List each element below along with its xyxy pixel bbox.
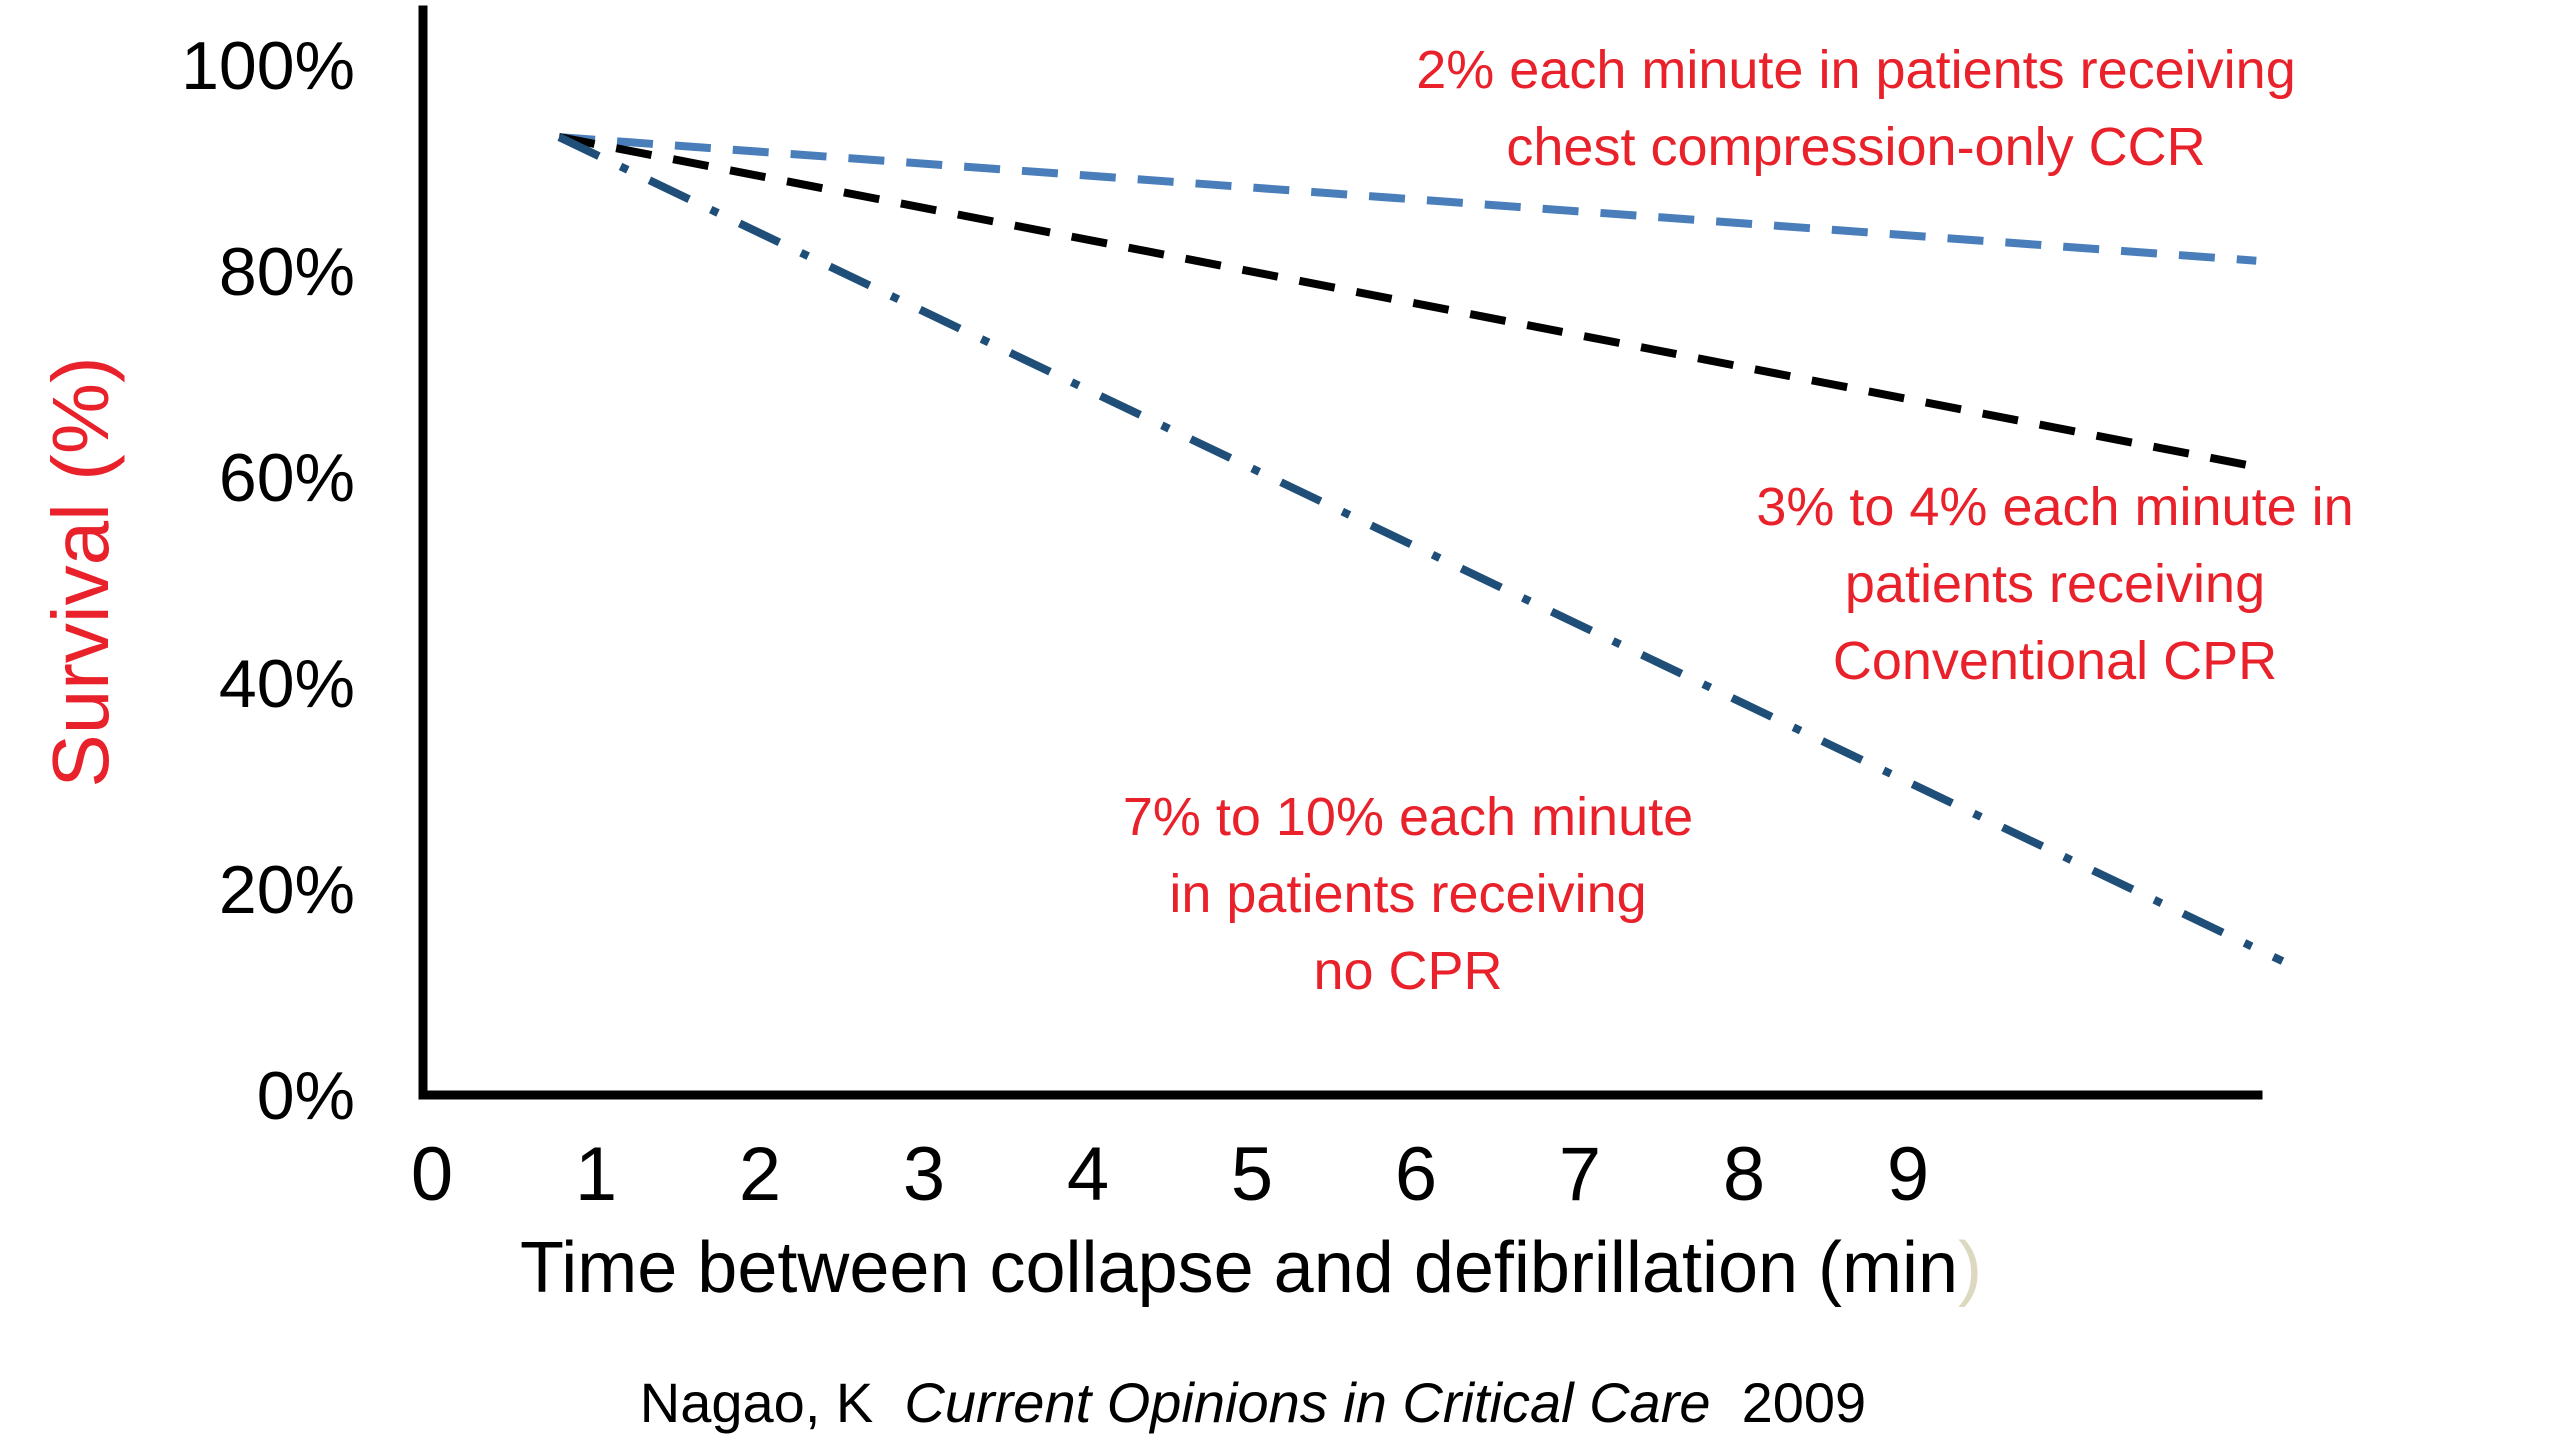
y-tick-label: 0%	[257, 1058, 355, 1134]
x-tick-labels: 0 1 2 3 4 5 6 7 8 9	[411, 1132, 1929, 1217]
annotation-line: 3% to 4% each minute in	[1756, 477, 2353, 537]
source-journal: Current Opinions in Critical Care	[904, 1371, 1710, 1434]
y-tick-labels: 0% 20% 40% 60% 80% 100%	[181, 28, 355, 1134]
x-tick-label: 7	[1559, 1132, 1601, 1217]
annotation: 3% to 4% each minute in patients receivin…	[1756, 477, 2353, 691]
x-tick-label: 0	[411, 1132, 453, 1217]
annotation: 7% to 10% each minute in patients receivi…	[1123, 787, 1693, 1001]
y-axis-label: Survival (%)	[36, 356, 125, 787]
x-axis-label: Time between collapse and defibrillation…	[520, 1228, 1982, 1308]
x-tick-label: 5	[1231, 1132, 1273, 1217]
y-tick-label: 100%	[181, 28, 355, 104]
annotation-line: Conventional CPR	[1833, 631, 2277, 691]
series-line	[558, 133, 2258, 471]
x-tick-label: 3	[903, 1132, 945, 1217]
y-tick-label: 20%	[219, 852, 355, 928]
x-axis-label-closing-paren: )	[1958, 1228, 1982, 1308]
y-tick-label: 40%	[219, 646, 355, 722]
annotations: 2% each minute in patients receiving ches…	[1123, 40, 2354, 1001]
annotation-line: patients receiving	[1845, 554, 2265, 614]
x-tick-label: 6	[1395, 1132, 1437, 1217]
y-tick-label: 80%	[219, 234, 355, 310]
annotation-line: in patients receiving	[1169, 864, 1646, 924]
annotation-line: 7% to 10% each minute	[1123, 787, 1693, 847]
source-year: 2009	[1742, 1371, 1867, 1434]
series-line	[557, 133, 2285, 965]
source-citation: Nagao, K Current Opinions in Critical Ca…	[640, 1371, 1866, 1434]
x-axis-label-text: Time between collapse and defibrillation…	[520, 1228, 1958, 1308]
annotation-line: no CPR	[1313, 941, 1502, 1001]
annotation: 2% each minute in patients receiving ches…	[1416, 40, 2296, 177]
annotation-line: chest compression-only CCR	[1506, 117, 2205, 177]
x-tick-label: 8	[1723, 1132, 1765, 1217]
series-lines	[557, 133, 2285, 965]
x-tick-label: 1	[575, 1132, 617, 1217]
source-author: Nagao, K	[640, 1371, 874, 1434]
y-tick-label: 60%	[219, 440, 355, 516]
x-tick-label: 4	[1067, 1132, 1109, 1217]
series-line	[558, 133, 2257, 265]
annotation-line: 2% each minute in patients receiving	[1416, 40, 2296, 100]
x-tick-label: 2	[739, 1132, 781, 1217]
x-tick-label: 9	[1887, 1132, 1929, 1217]
